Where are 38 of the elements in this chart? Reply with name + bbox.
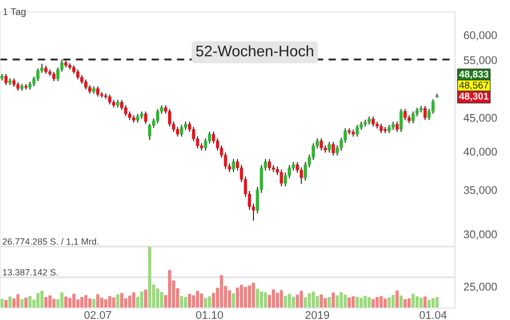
candlestick	[4, 74, 8, 86]
candlestick	[280, 170, 283, 186]
candlestick	[268, 159, 272, 171]
candlestick	[328, 142, 331, 153]
text: 48,301	[459, 92, 488, 102]
x-tick-label: 2019	[306, 311, 330, 319]
candlestick	[332, 142, 335, 156]
y-tick-label: 30,000	[464, 230, 497, 240]
candlestick	[404, 108, 407, 120]
candlestick	[96, 86, 100, 97]
x-tick-label: 01.10	[196, 311, 224, 319]
y-tick-label: 60,000	[464, 31, 497, 40]
y-tick-label: 25,000	[464, 282, 497, 292]
chart-subtitle: 1 Tag	[3, 8, 26, 18]
x-tick-label: 02.07	[84, 311, 112, 319]
text: 48,833	[459, 70, 488, 80]
candlestick	[232, 159, 236, 172]
candlestick	[400, 108, 403, 132]
candlestick	[156, 108, 160, 124]
candlestick	[124, 105, 128, 116]
text: 48,567	[459, 82, 488, 90]
candlestick	[356, 124, 359, 137]
y-tick-label: 35,000	[464, 186, 497, 196]
ref-line-label: 26.774.285 S. / 1,1 Mrd.	[2, 238, 98, 246]
candlestick	[431, 99, 435, 114]
candlestick	[372, 116, 375, 127]
candlestick	[180, 124, 184, 137]
candlestick	[411, 111, 415, 124]
candlestick	[144, 111, 148, 124]
y-tick-label: 55,000	[464, 56, 497, 66]
y-tick-label: 45,000	[464, 114, 497, 124]
candlestick	[396, 122, 399, 132]
ref-line-label: 52-Wochen-Hoch	[196, 45, 314, 56]
candlestick	[320, 138, 323, 151]
y-tick-label: 40,000	[464, 148, 497, 157]
ref-line-label: 13.387.142 S.	[2, 269, 58, 276]
x-tick-label: 01.04	[420, 311, 447, 319]
candlestick	[423, 106, 427, 120]
